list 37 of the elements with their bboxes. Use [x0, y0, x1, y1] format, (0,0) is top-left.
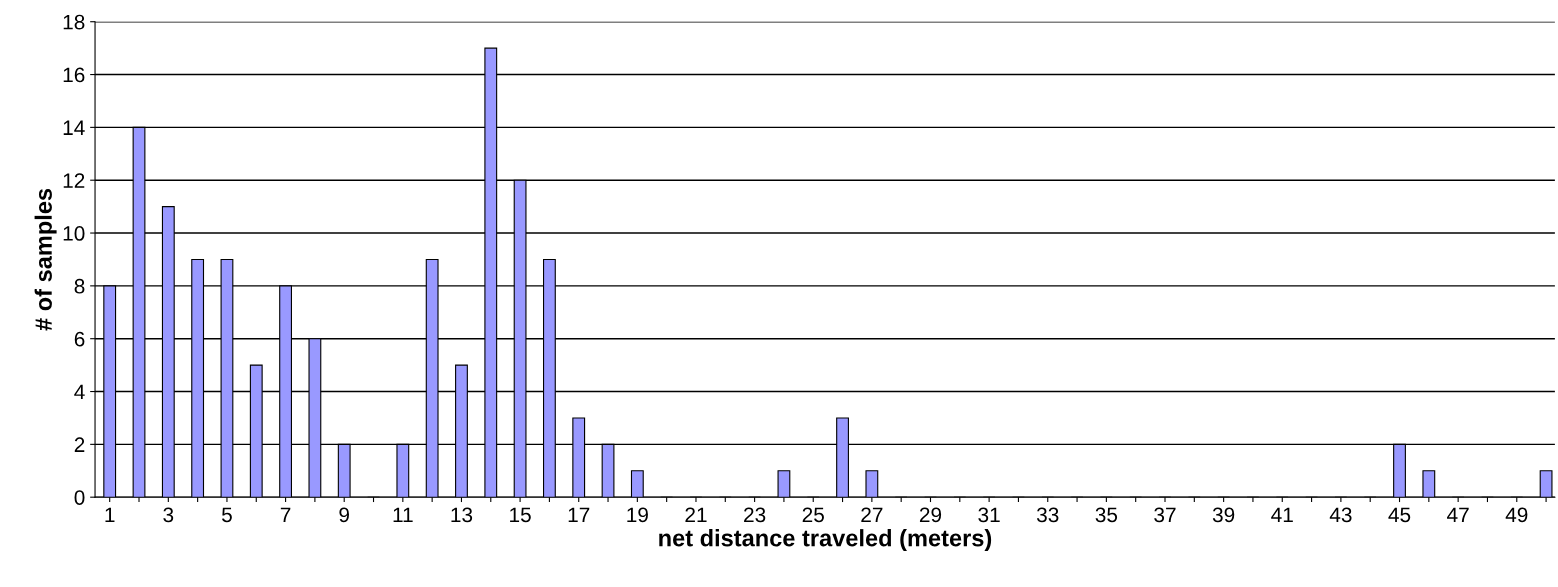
- x-tick-label: 9: [339, 507, 350, 523]
- x-tick-label: 37: [1154, 507, 1176, 523]
- x-axis-title: net distance traveled (meters): [659, 529, 992, 552]
- x-tick-label: 39: [1212, 507, 1235, 523]
- y-tick-label: 18: [63, 14, 85, 30]
- x-tick-label: 25: [802, 507, 824, 523]
- x-tick-label: 3: [163, 507, 174, 523]
- x-tick-label: 13: [451, 507, 473, 523]
- x-tick-label: 31: [978, 507, 1000, 523]
- x-tick-label: 41: [1271, 507, 1293, 523]
- x-tick-label: 17: [568, 507, 590, 523]
- y-tick-label: 2: [74, 437, 85, 452]
- x-tick-label: 15: [510, 507, 531, 523]
- x-tick-label: 11: [393, 507, 413, 523]
- x-tick-label: 5: [221, 507, 232, 523]
- y-tick-label: 14: [63, 120, 85, 135]
- x-tick-label: 45: [1388, 507, 1411, 523]
- x-tick-label: 35: [1095, 507, 1118, 523]
- y-tick-label: 6: [74, 331, 85, 347]
- y-tick-label: 16: [63, 67, 85, 83]
- y-axis-title: # of samples: [34, 188, 57, 331]
- x-tick-label: 43: [1329, 507, 1352, 523]
- y-tick-label: 4: [74, 384, 85, 400]
- y-tick-label: 12: [63, 173, 85, 188]
- x-tick-label: 1: [105, 507, 115, 523]
- x-tick-label: 27: [861, 507, 883, 523]
- y-tick-label: 10: [63, 226, 85, 241]
- x-tick-label: 23: [744, 507, 766, 523]
- x-tick-label: 21: [685, 507, 707, 523]
- x-tick-label: 7: [280, 507, 291, 523]
- y-tick-label: 0: [74, 490, 85, 505]
- x-tick-label: 19: [627, 507, 648, 523]
- x-tick-label: 33: [1036, 507, 1059, 523]
- x-tick-label: 47: [1447, 507, 1469, 523]
- y-tick-label: 8: [74, 278, 85, 294]
- x-tick-label: 49: [1505, 507, 1528, 523]
- x-tick-label: 29: [919, 507, 942, 523]
